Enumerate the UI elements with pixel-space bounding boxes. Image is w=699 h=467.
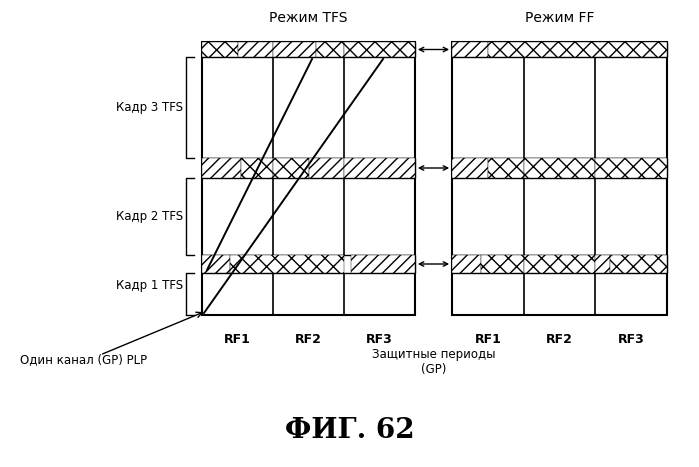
- Bar: [452, 255, 667, 273]
- Text: RF3: RF3: [618, 333, 644, 346]
- Text: Кадр 3 TFS: Кадр 3 TFS: [116, 101, 183, 114]
- Bar: [452, 42, 667, 57]
- Bar: [316, 42, 344, 57]
- Bar: [202, 42, 238, 57]
- Bar: [524, 158, 596, 178]
- Bar: [596, 158, 667, 178]
- Bar: [273, 42, 316, 57]
- Bar: [344, 158, 415, 178]
- Text: Режим TFS: Режим TFS: [269, 11, 347, 25]
- Bar: [202, 158, 241, 178]
- Bar: [488, 158, 524, 178]
- Bar: [452, 42, 667, 315]
- Bar: [351, 255, 415, 273]
- Text: Один канал (GP) PLP: Один канал (GP) PLP: [20, 354, 147, 367]
- Text: Кадр 1 TFS: Кадр 1 TFS: [116, 280, 183, 292]
- Bar: [202, 255, 231, 273]
- Bar: [308, 158, 344, 178]
- Bar: [238, 42, 273, 57]
- Bar: [481, 255, 524, 273]
- Bar: [202, 158, 415, 178]
- Text: Режим FF: Режим FF: [525, 11, 594, 25]
- Text: Защитные периоды
(GP): Защитные периоды (GP): [372, 348, 496, 376]
- Text: RF1: RF1: [224, 333, 251, 346]
- Bar: [524, 255, 596, 273]
- Bar: [488, 42, 667, 57]
- Bar: [202, 255, 415, 273]
- Text: RF2: RF2: [546, 333, 573, 346]
- Text: RF3: RF3: [366, 333, 393, 346]
- Bar: [596, 255, 610, 273]
- Bar: [202, 42, 415, 315]
- Bar: [452, 158, 667, 178]
- Bar: [241, 158, 273, 178]
- Text: Кадр 2 TFS: Кадр 2 TFS: [116, 210, 183, 223]
- Text: RF1: RF1: [475, 333, 501, 346]
- Bar: [273, 158, 308, 178]
- Bar: [344, 42, 415, 57]
- Text: RF2: RF2: [295, 333, 322, 346]
- Text: ФИГ. 62: ФИГ. 62: [284, 417, 415, 444]
- Bar: [452, 42, 488, 57]
- Bar: [452, 158, 488, 178]
- Bar: [231, 255, 344, 273]
- Bar: [610, 255, 667, 273]
- Bar: [452, 255, 481, 273]
- Bar: [202, 42, 415, 57]
